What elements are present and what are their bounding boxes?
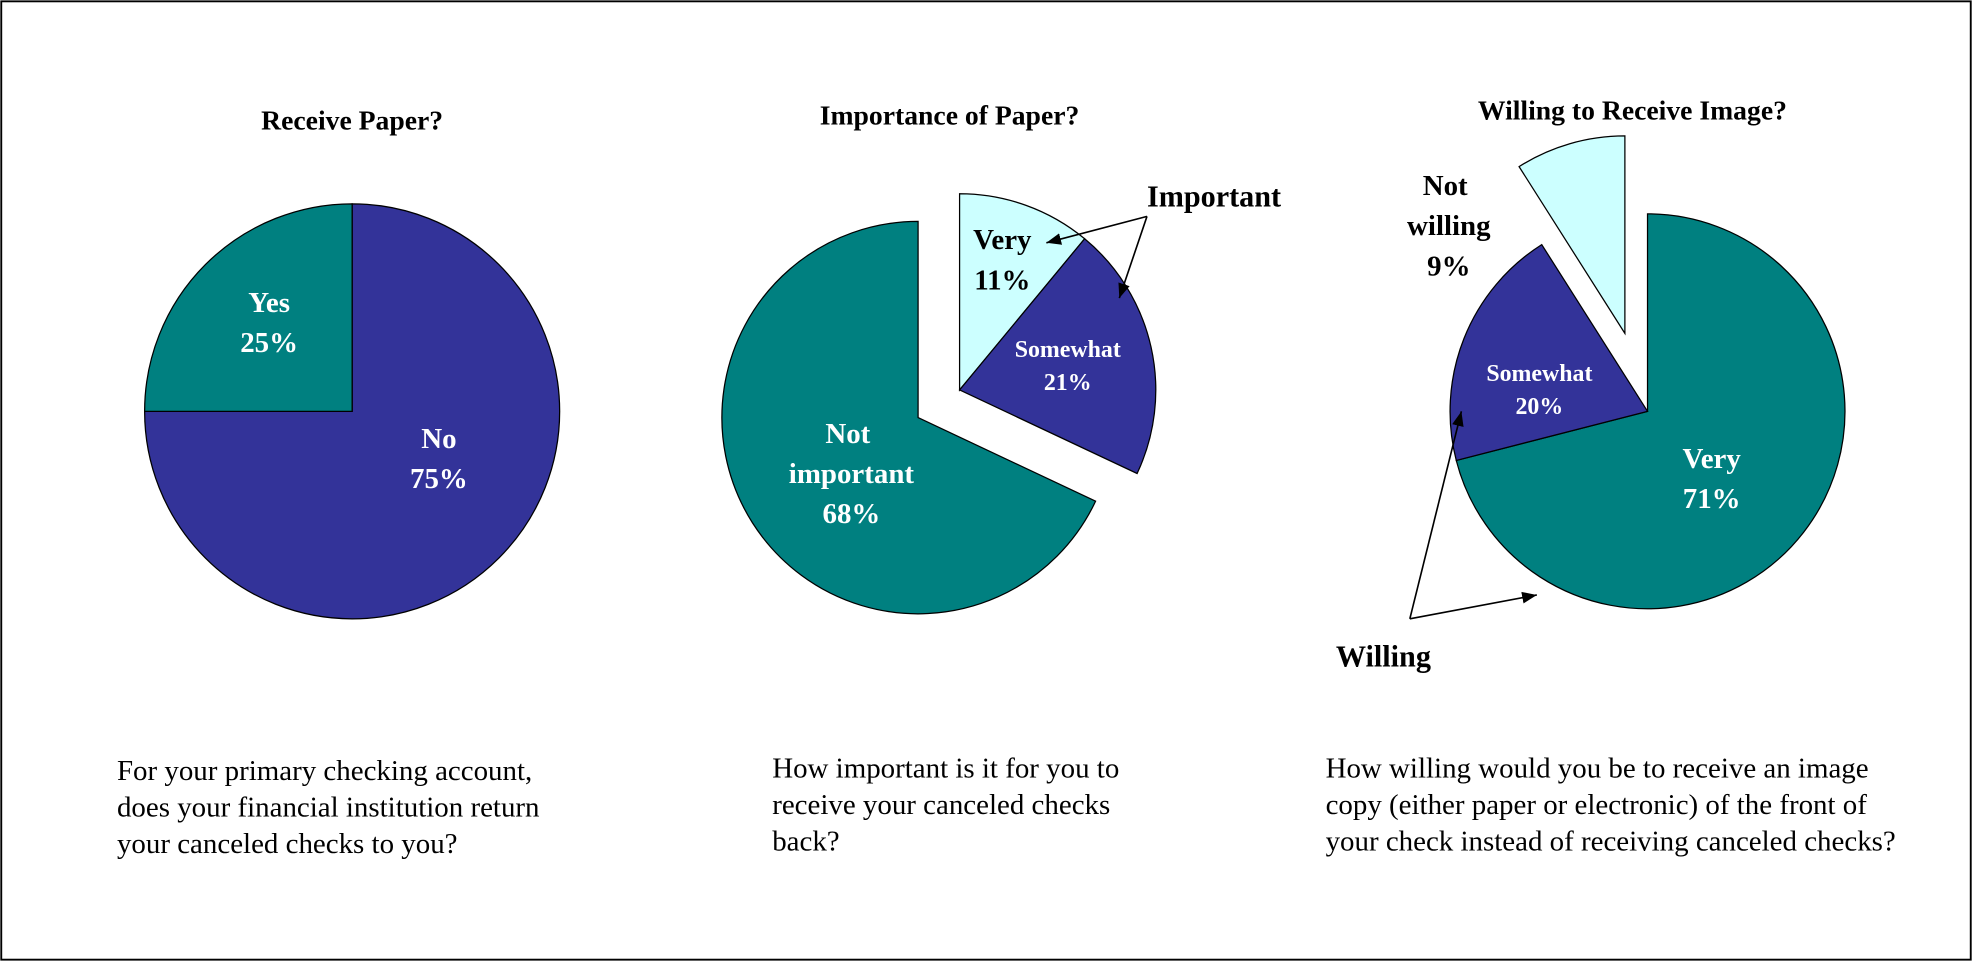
slice-category: Not willing [1407,170,1491,242]
pie-slice [144,203,353,412]
slice-category-word: Yes [248,287,290,319]
slice-label: Somewhat 21% [1015,337,1121,396]
slice-label: Very 11% [973,224,1032,296]
pie-slice [721,220,1097,615]
slice-category-word: Very [973,224,1032,256]
pie-slice [143,203,561,620]
annotation: Important [1147,179,1281,213]
question-text: How willing would you be to receive an i… [1325,752,1896,857]
question-text: For your primary checking account, does … [116,754,540,860]
slice-label: Yes 25% [240,287,298,359]
question-text: How important is it for you to receive y… [772,752,1120,857]
annotation-arrow [1409,591,1538,620]
slice-category: Somewhat [1015,337,1121,363]
slice-value: 68% [823,498,881,530]
pie-slice [1518,135,1626,336]
slice-label: Not willing 9% [1407,170,1491,282]
slice-category: Somewhat [1486,361,1592,387]
slice-label: Not important 68% [789,418,915,530]
pie-slice [1449,243,1649,462]
slice-category: No [421,423,456,455]
pie-slice [1455,213,1846,610]
pie-slice [958,237,1157,475]
slice-value: 75% [410,463,468,495]
chart-title: Receive Paper? [261,105,443,136]
chart-title: Importance of Paper? [820,100,1080,131]
question-box: How important is it for you to receive y… [772,752,1120,857]
slice-value: 71% [1683,483,1741,515]
slice-value: 20% [1515,394,1563,420]
slice-category-word: No [421,423,456,455]
slice-value: 21% [1044,370,1092,396]
slice-label: Very 71% [1682,443,1741,515]
slice-label: Somewhat 20% [1486,361,1592,420]
slice-category-word: Very [1682,443,1741,475]
slice-category-word: Not [825,418,877,450]
chart-title: Willing to Receive Image? [1478,95,1787,126]
slice-category: Very [1682,443,1741,475]
slice-category: Not important [789,418,915,490]
slice-category-word: willing [1407,210,1491,242]
annotation-arrow [1409,411,1464,620]
slice-label: No 75% [410,423,468,495]
annotation-arrow [1118,216,1148,299]
question-box: For your primary checking account, does … [116,754,540,860]
slice-value: 25% [240,327,298,359]
slice-category-word: important [789,458,915,490]
slice-category-word: Somewhat [1486,361,1592,387]
slice-value: 9% [1427,251,1470,283]
slice-category: Yes [248,287,290,319]
annotation: Willing [1336,640,1431,674]
slice-category-word: Somewhat [1015,337,1121,363]
slice-category-word: Not [1423,170,1475,202]
annotation-arrow [1046,215,1148,245]
slice-category: Very [973,224,1032,256]
question-box: How willing would you be to receive an i… [1325,752,1896,857]
slice-value: 11% [974,264,1030,296]
